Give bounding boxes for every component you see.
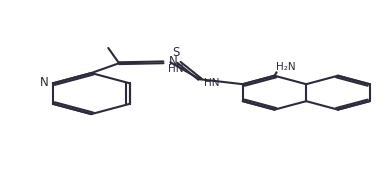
Text: N: N (168, 55, 177, 68)
Text: H₂N: H₂N (276, 62, 296, 72)
Text: HN: HN (168, 64, 183, 74)
Text: S: S (172, 46, 180, 59)
Text: HN: HN (204, 78, 219, 88)
Text: N: N (40, 76, 49, 89)
